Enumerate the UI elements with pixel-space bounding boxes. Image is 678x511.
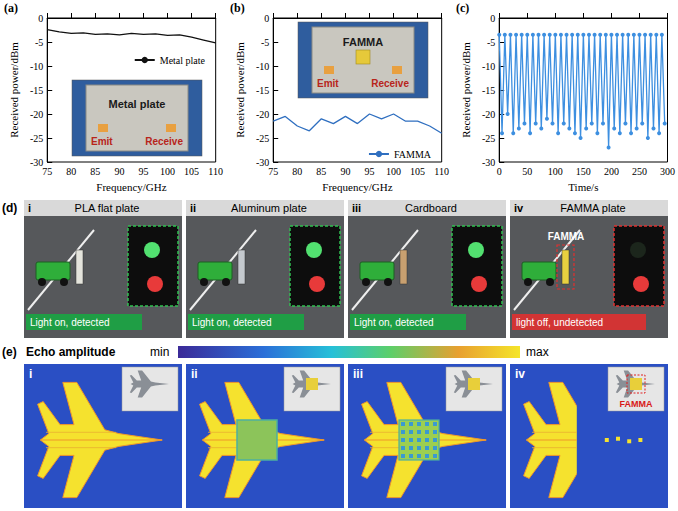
svg-text:95: 95 [364, 166, 374, 177]
svg-text:-30: -30 [30, 157, 43, 168]
svg-text:Metal plate: Metal plate [160, 55, 206, 66]
svg-text:Received power/dBm: Received power/dBm [8, 42, 20, 138]
svg-text:95: 95 [138, 166, 148, 177]
svg-text:i: i [28, 202, 31, 214]
svg-text:-25: -25 [30, 133, 43, 144]
svg-text:-30: -30 [256, 157, 269, 168]
svg-text:-10: -10 [256, 61, 269, 72]
svg-text:-30: -30 [482, 157, 495, 168]
svg-text:min: min [150, 345, 169, 359]
svg-text:Frequency/GHz: Frequency/GHz [96, 181, 166, 193]
svg-text:Frequency/GHz: Frequency/GHz [322, 181, 392, 193]
svg-text:-15: -15 [256, 85, 269, 96]
svg-text:i: i [29, 367, 32, 381]
svg-text:light off, undetected: light off, undetected [516, 317, 603, 328]
svg-text:-20: -20 [30, 109, 43, 120]
svg-text:Echo amplitude: Echo amplitude [26, 345, 116, 359]
svg-text:(c): (c) [456, 1, 469, 15]
svg-text:Received power/dBm: Received power/dBm [460, 42, 472, 138]
svg-text:-10: -10 [30, 61, 43, 72]
svg-text:0: 0 [497, 166, 502, 177]
svg-text:FAMMA: FAMMA [620, 399, 653, 409]
svg-text:FAMMA: FAMMA [548, 231, 585, 242]
svg-text:100: 100 [160, 166, 175, 177]
svg-text:100: 100 [386, 166, 401, 177]
svg-text:-15: -15 [30, 85, 43, 96]
svg-text:150: 150 [576, 166, 591, 177]
svg-text:(a): (a) [4, 1, 18, 15]
svg-text:90: 90 [114, 166, 124, 177]
svg-text:Aluminum plate: Aluminum plate [231, 202, 307, 214]
svg-text:FAMMA: FAMMA [343, 36, 383, 48]
svg-text:90: 90 [340, 166, 350, 177]
svg-text:FAMMA plate: FAMMA plate [560, 202, 625, 214]
svg-text:50: 50 [522, 166, 532, 177]
svg-text:100: 100 [548, 166, 563, 177]
svg-text:0: 0 [490, 13, 495, 24]
svg-text:105: 105 [184, 166, 199, 177]
svg-text:iii: iii [353, 367, 363, 381]
svg-text:0: 0 [38, 13, 43, 24]
svg-text:-20: -20 [482, 109, 495, 120]
svg-text:Emit: Emit [91, 136, 113, 147]
svg-text:iii: iii [352, 202, 361, 214]
svg-text:85: 85 [316, 166, 326, 177]
svg-text:-5: -5 [35, 37, 43, 48]
svg-text:75: 75 [42, 166, 52, 177]
svg-text:(e): (e) [2, 345, 17, 359]
svg-text:-5: -5 [487, 37, 495, 48]
svg-text:110: 110 [208, 166, 223, 177]
svg-text:Receive: Receive [145, 136, 183, 147]
svg-text:Light on, detected: Light on, detected [30, 317, 110, 328]
svg-text:-5: -5 [261, 37, 269, 48]
svg-text:Cardboard: Cardboard [405, 202, 457, 214]
svg-text:-25: -25 [482, 133, 495, 144]
svg-text:250: 250 [632, 166, 647, 177]
svg-text:-25: -25 [256, 133, 269, 144]
svg-text:ii: ii [191, 367, 198, 381]
svg-text:Metal plate: Metal plate [109, 98, 166, 110]
svg-text:105: 105 [410, 166, 425, 177]
svg-text:FAMMA: FAMMA [394, 149, 432, 160]
svg-text:Light on, detected: Light on, detected [192, 317, 272, 328]
svg-text:Emit: Emit [317, 78, 339, 89]
svg-text:-15: -15 [482, 85, 495, 96]
svg-text:Received power/dBm: Received power/dBm [234, 42, 246, 138]
svg-text:200: 200 [604, 166, 619, 177]
svg-text:300: 300 [660, 166, 675, 177]
svg-text:75: 75 [268, 166, 278, 177]
svg-text:Receive: Receive [371, 78, 409, 89]
svg-text:(b): (b) [230, 1, 245, 15]
svg-text:Light on, detected: Light on, detected [354, 317, 434, 328]
svg-text:110: 110 [434, 166, 449, 177]
svg-text:iv: iv [514, 202, 524, 214]
svg-text:0: 0 [264, 13, 269, 24]
svg-text:-20: -20 [256, 109, 269, 120]
svg-text:max: max [526, 345, 549, 359]
svg-text:(d): (d) [2, 201, 17, 215]
svg-text:ii: ii [190, 202, 196, 214]
svg-text:iv: iv [515, 367, 525, 381]
svg-text:Time/s: Time/s [568, 181, 598, 193]
svg-text:80: 80 [292, 166, 302, 177]
svg-text:85: 85 [90, 166, 100, 177]
svg-text:80: 80 [66, 166, 76, 177]
svg-text:PLA flat plate: PLA flat plate [75, 202, 140, 214]
svg-text:-10: -10 [482, 61, 495, 72]
